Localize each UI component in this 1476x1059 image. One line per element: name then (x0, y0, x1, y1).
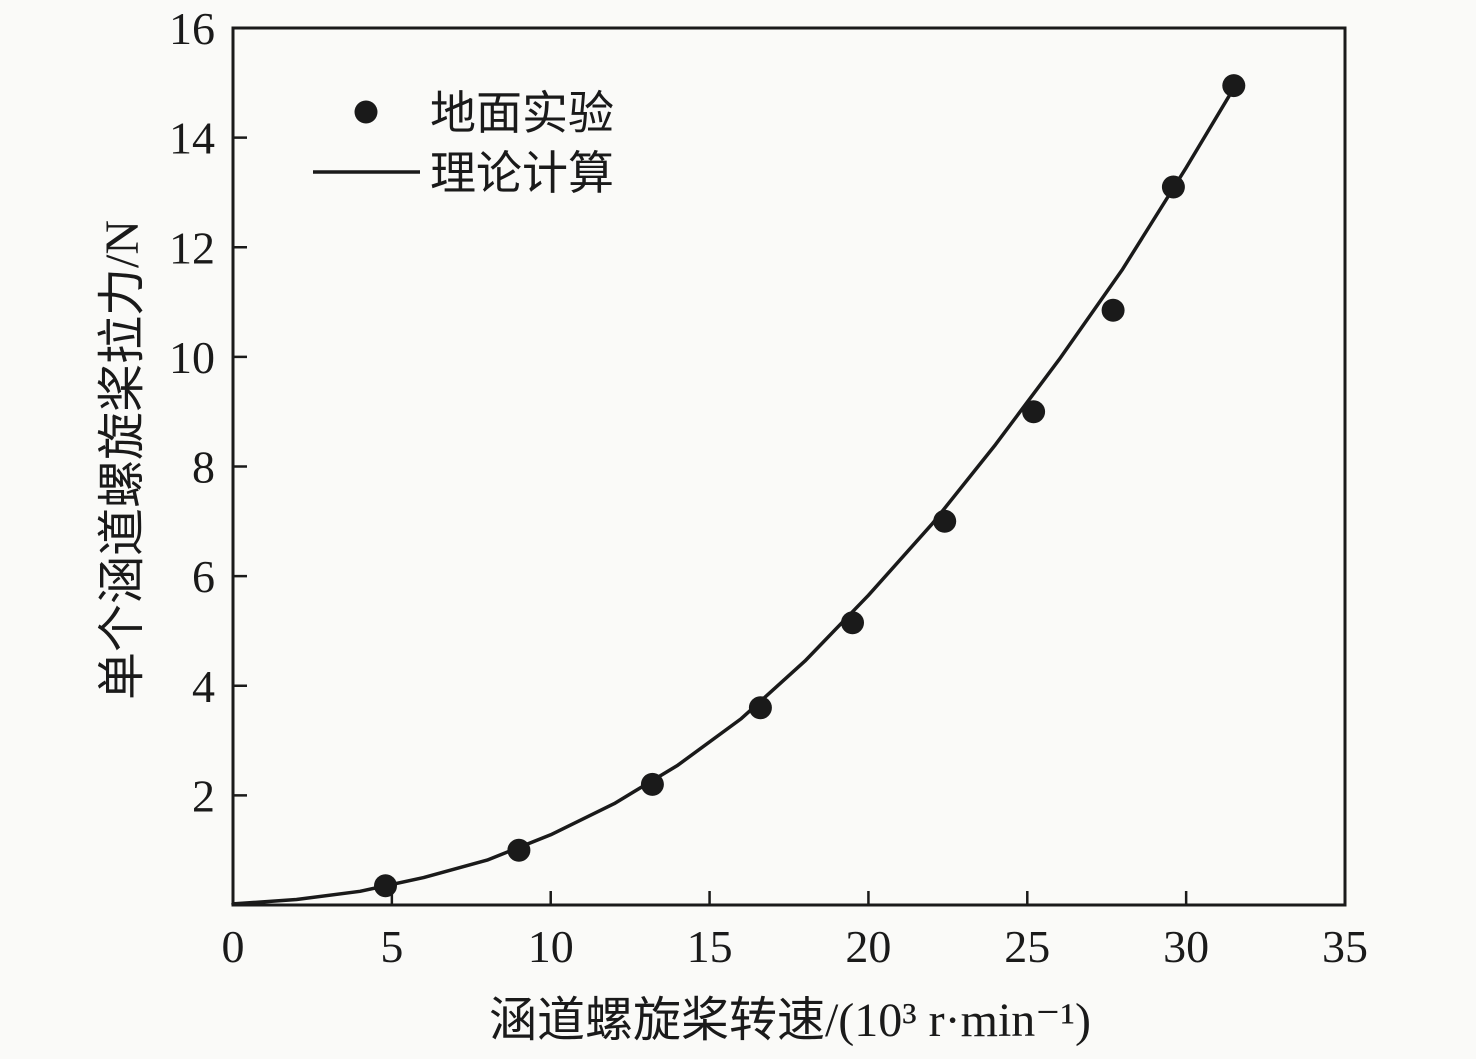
data-point (1022, 400, 1046, 424)
y-tick-label: 6 (192, 551, 215, 602)
data-point (640, 772, 664, 796)
theory-curve (231, 81, 1239, 906)
data-point (374, 874, 397, 898)
data-point (748, 696, 772, 720)
y-tick-label: 4 (192, 661, 215, 712)
y-tick-label: 12 (169, 222, 215, 273)
data-point (1101, 298, 1125, 322)
y-tick-label: 8 (192, 442, 215, 493)
legend: 地面实验 理论计算 (313, 88, 614, 199)
y-tick-label: 16 (169, 3, 215, 54)
data-point (1161, 175, 1185, 199)
data-point (841, 611, 864, 635)
x-tick-label: 5 (380, 921, 403, 972)
legend-label-experiment: 地面实验 (430, 88, 614, 139)
plot-border (231, 26, 1347, 907)
x-tick-label: 35 (1322, 921, 1368, 972)
x-tick-label: 15 (687, 921, 733, 972)
plot-area: 0 5 10 15 20 25 30 35 2 4 6 8 10 12 14 16 (169, 3, 1368, 972)
x-tick-label: 30 (1163, 921, 1209, 972)
x-tick-label: 10 (528, 921, 574, 972)
data-point (1222, 74, 1246, 98)
data-point (933, 509, 957, 533)
y-tick-label: 10 (169, 332, 215, 383)
legend-label-theory: 理论计算 (430, 148, 614, 199)
x-tick-label: 20 (845, 921, 891, 972)
data-point (507, 838, 531, 862)
x-tick-label: 25 (1004, 921, 1050, 972)
x-tick-label: 0 (222, 921, 245, 972)
legend-dot-marker (354, 100, 378, 124)
y-axis-label: 单个涵道螺旋桨拉力/N (96, 220, 149, 700)
x-axis-label: 涵道螺旋桨转速/(10³ r·min⁻¹) (489, 994, 1091, 1047)
y-tick-label: 2 (192, 770, 215, 821)
y-tick-label: 14 (169, 113, 215, 164)
